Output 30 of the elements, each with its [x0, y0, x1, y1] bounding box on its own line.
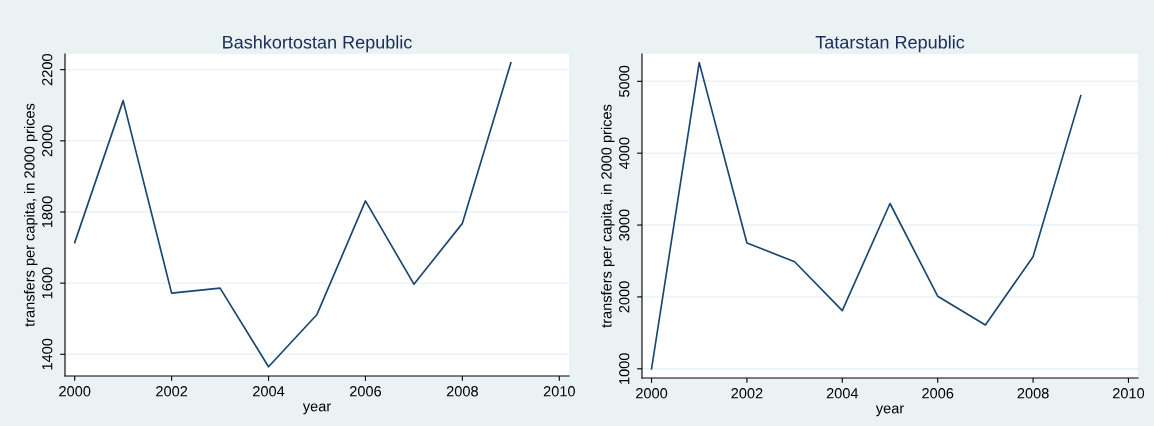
x-axis-title: year [875, 405, 904, 417]
x-axis-title: year [302, 403, 331, 415]
y-tick-label: 2000 [42, 125, 53, 157]
y-tick-label: 3000 [619, 209, 630, 241]
x-tick-label: 2002 [731, 388, 763, 399]
x-tick-label: 2010 [1112, 388, 1145, 399]
x-tick-label: 2006 [922, 388, 954, 399]
y-tick-label: 1600 [42, 267, 53, 299]
y-tick-label: 1000 [619, 353, 630, 384]
line-series [650, 61, 1082, 370]
y-tick-label: 4000 [619, 137, 630, 170]
y-tick-label: 1400 [42, 338, 53, 370]
line-series [73, 62, 512, 368]
y-tick-label: 5000 [619, 65, 630, 97]
chart-title: Bashkortostan Republic [223, 35, 412, 53]
x-tick-label: 2004 [253, 386, 285, 397]
x-tick-label: 2008 [446, 386, 478, 397]
x-tick-label: 2010 [543, 386, 575, 397]
x-tick-label: 2006 [349, 386, 382, 397]
x-tick-label: 2004 [826, 388, 859, 399]
y-axis-title: transfers per capita, in 2000 prices [23, 103, 38, 327]
y-tick-label: 2000 [619, 281, 630, 313]
x-tick-label: 2000 [636, 388, 668, 399]
x-tick-label: 2002 [156, 386, 188, 397]
y-tick-label: 2200 [42, 54, 53, 86]
y-tick-label: 1800 [42, 196, 53, 228]
y-axis-title: transfers per capita, in 2000 prices [600, 104, 615, 328]
x-tick-label: 2008 [1017, 388, 1049, 399]
chart-title: Tatarstan Republic [815, 35, 965, 53]
x-tick-label: 2000 [59, 386, 91, 397]
